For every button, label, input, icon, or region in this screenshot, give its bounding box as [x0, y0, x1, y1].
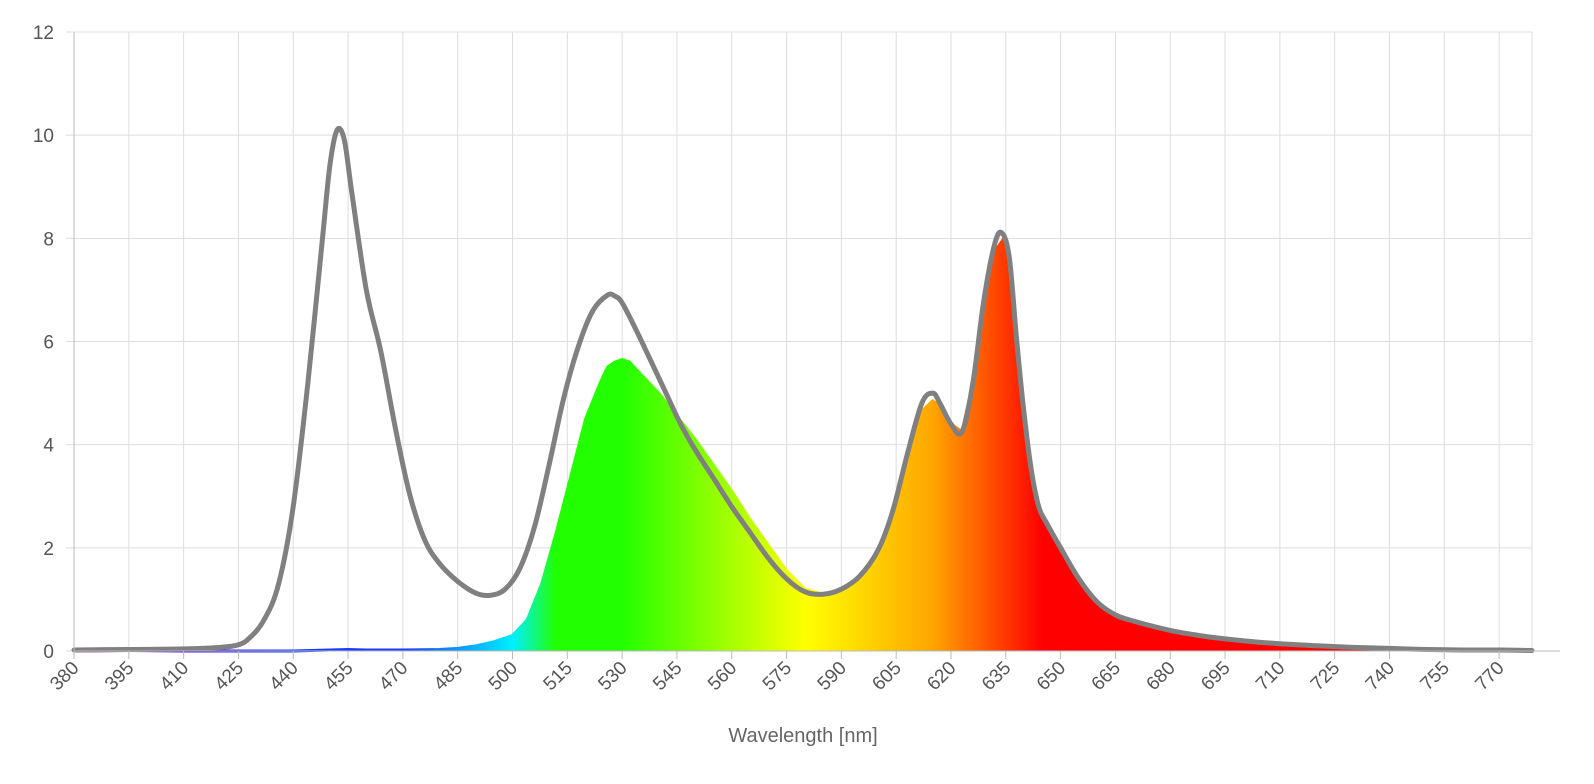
x-tick-label: 530: [594, 658, 631, 695]
spectrum-outline-line: [71, 125, 1535, 653]
x-tick-label: 380: [46, 658, 83, 695]
axes: [73, 32, 1560, 659]
x-tick-label: 695: [1197, 658, 1234, 695]
x-tick-label: 560: [704, 658, 741, 695]
y-tick-label: 10: [33, 126, 54, 147]
y-tick-label: 6: [43, 333, 54, 354]
x-tick-label: 515: [540, 658, 577, 695]
x-tick-label: 665: [1088, 658, 1125, 695]
y-tick-label: 2: [43, 539, 54, 560]
x-tick-label: 725: [1307, 658, 1344, 695]
outline-layer: [71, 125, 1535, 653]
x-tick-label: 575: [759, 658, 796, 695]
x-tick-label: 470: [375, 658, 412, 695]
y-tick-label: 0: [43, 642, 54, 663]
y-tick-label: 4: [43, 436, 54, 457]
x-tick-label: 755: [1417, 658, 1454, 695]
x-tick-label: 770: [1471, 658, 1508, 695]
y-tick-label: 8: [43, 229, 54, 250]
x-tick-label: 485: [430, 658, 467, 695]
y-tick-labels: 0 2 4 6 8 10 12: [33, 23, 55, 663]
x-axis-title: Wavelength [nm]: [728, 725, 877, 747]
x-tick-label: 455: [320, 658, 357, 695]
x-tick-label: 545: [649, 658, 686, 695]
x-tick-labels: 380 395 410 425 440 455 470 485 500 515 530 545 560 5…: [46, 651, 1509, 695]
x-tick-label: 680: [1143, 658, 1180, 695]
x-tick-label: 500: [485, 658, 522, 695]
x-tick-label: 605: [868, 658, 905, 695]
x-tick-label: 635: [978, 658, 1015, 695]
x-tick-label: 620: [923, 658, 960, 695]
x-tick-label: 395: [101, 658, 138, 695]
y-tick-label: 12: [33, 23, 54, 44]
x-tick-label: 425: [211, 658, 248, 695]
x-tick-label: 650: [1033, 658, 1070, 695]
x-tick-label: 590: [814, 658, 851, 695]
x-tick-label: 410: [156, 658, 193, 695]
x-tick-label: 740: [1362, 658, 1399, 695]
x-tick-label: 440: [266, 658, 303, 695]
x-tick-label: 710: [1252, 658, 1289, 695]
